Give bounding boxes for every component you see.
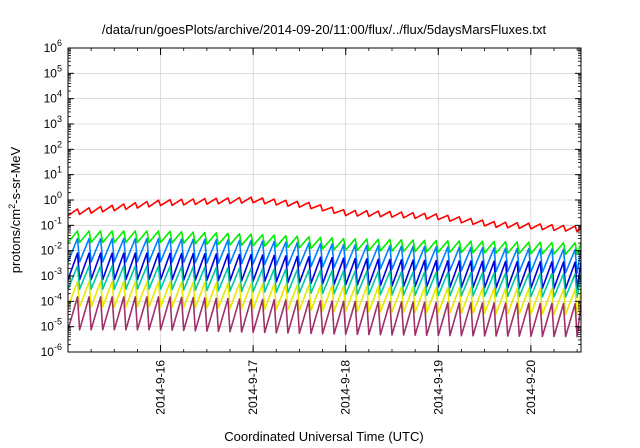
y-tick-label: 10-3 [41,266,62,283]
y-tick-label: 100 [44,190,62,207]
series-line [68,237,581,274]
series-line [68,296,581,338]
x-tick-label: 2014-9-17 [246,360,260,415]
y-tick-exponent: -4 [54,291,62,301]
y-tick-exponent: -5 [54,317,62,327]
x-axis-label: Coordinated Universal Time (UTC) [224,429,423,444]
series-line [68,230,581,256]
y-tick-base: 10 [41,218,55,232]
y-tick-base: 10 [44,41,58,55]
y-tick-label: 102 [44,139,62,156]
series-line [68,196,581,233]
y-tick-exponent: 4 [57,89,62,99]
y-tick-exponent: 6 [57,38,62,48]
x-axis: 2014-9-16 2014-9-17 2014-9-18 2014-9-19 2014… [90,48,578,415]
y-tick-base: 10 [41,320,55,334]
series-line [68,265,581,299]
series-group [68,196,581,338]
y-tick-label: 10-5 [41,317,62,334]
y-axis-label-sup: 2 [7,204,17,209]
y-tick-base: 10 [41,244,55,258]
y-tick-base: 10 [41,345,55,359]
series-line [68,252,581,290]
y-tick-label: 10-6 [41,342,62,359]
x-tick-label: 2014-9-19 [431,360,445,415]
y-tick-exponent: 1 [57,165,62,175]
y-tick-label: 103 [44,114,62,131]
y-tick-exponent: -2 [54,241,62,251]
y-tick-base: 10 [41,294,55,308]
y-tick-label: 10-1 [41,215,62,232]
y-tick-label: 10-4 [41,291,62,308]
x-tick-label: 2014-9-16 [154,360,168,415]
y-tick-exponent: 3 [57,114,62,124]
y-axis-label: protons/cm2-s-sr-MeV [7,146,23,273]
y-tick-base: 10 [44,193,58,207]
y-tick-base: 10 [44,117,58,131]
y-tick-label: 10-2 [41,241,62,258]
y-axis-label-rest: -s-sr-MeV [8,146,23,203]
y-tick-exponent: 2 [57,139,62,149]
y-tick-exponent: -1 [54,215,62,225]
x-tick-label: 2014-9-18 [339,360,353,415]
y-tick-label: 101 [44,165,62,182]
y-tick-exponent: -3 [54,266,62,276]
y-axis: 10-610-510-410-310-210-11001011021031041… [41,38,581,359]
y-tick-base: 10 [44,142,58,156]
chart-title: /data/run/goesPlots/archive/2014-09-20/1… [102,22,547,37]
series-line [68,280,581,316]
y-tick-base: 10 [44,168,58,182]
y-tick-base: 10 [44,92,58,106]
y-tick-base: 10 [44,66,58,80]
y-tick-label: 105 [44,63,62,80]
y-tick-exponent: -6 [54,342,62,352]
y-tick-base: 10 [41,269,55,283]
y-tick-label: 104 [44,89,62,106]
x-tick-label: 2014-9-20 [524,360,538,415]
y-tick-exponent: 5 [57,63,62,73]
y-tick-exponent: 0 [57,190,62,200]
y-axis-label-main: protons/cm [8,209,23,273]
y-tick-label: 106 [44,38,62,55]
